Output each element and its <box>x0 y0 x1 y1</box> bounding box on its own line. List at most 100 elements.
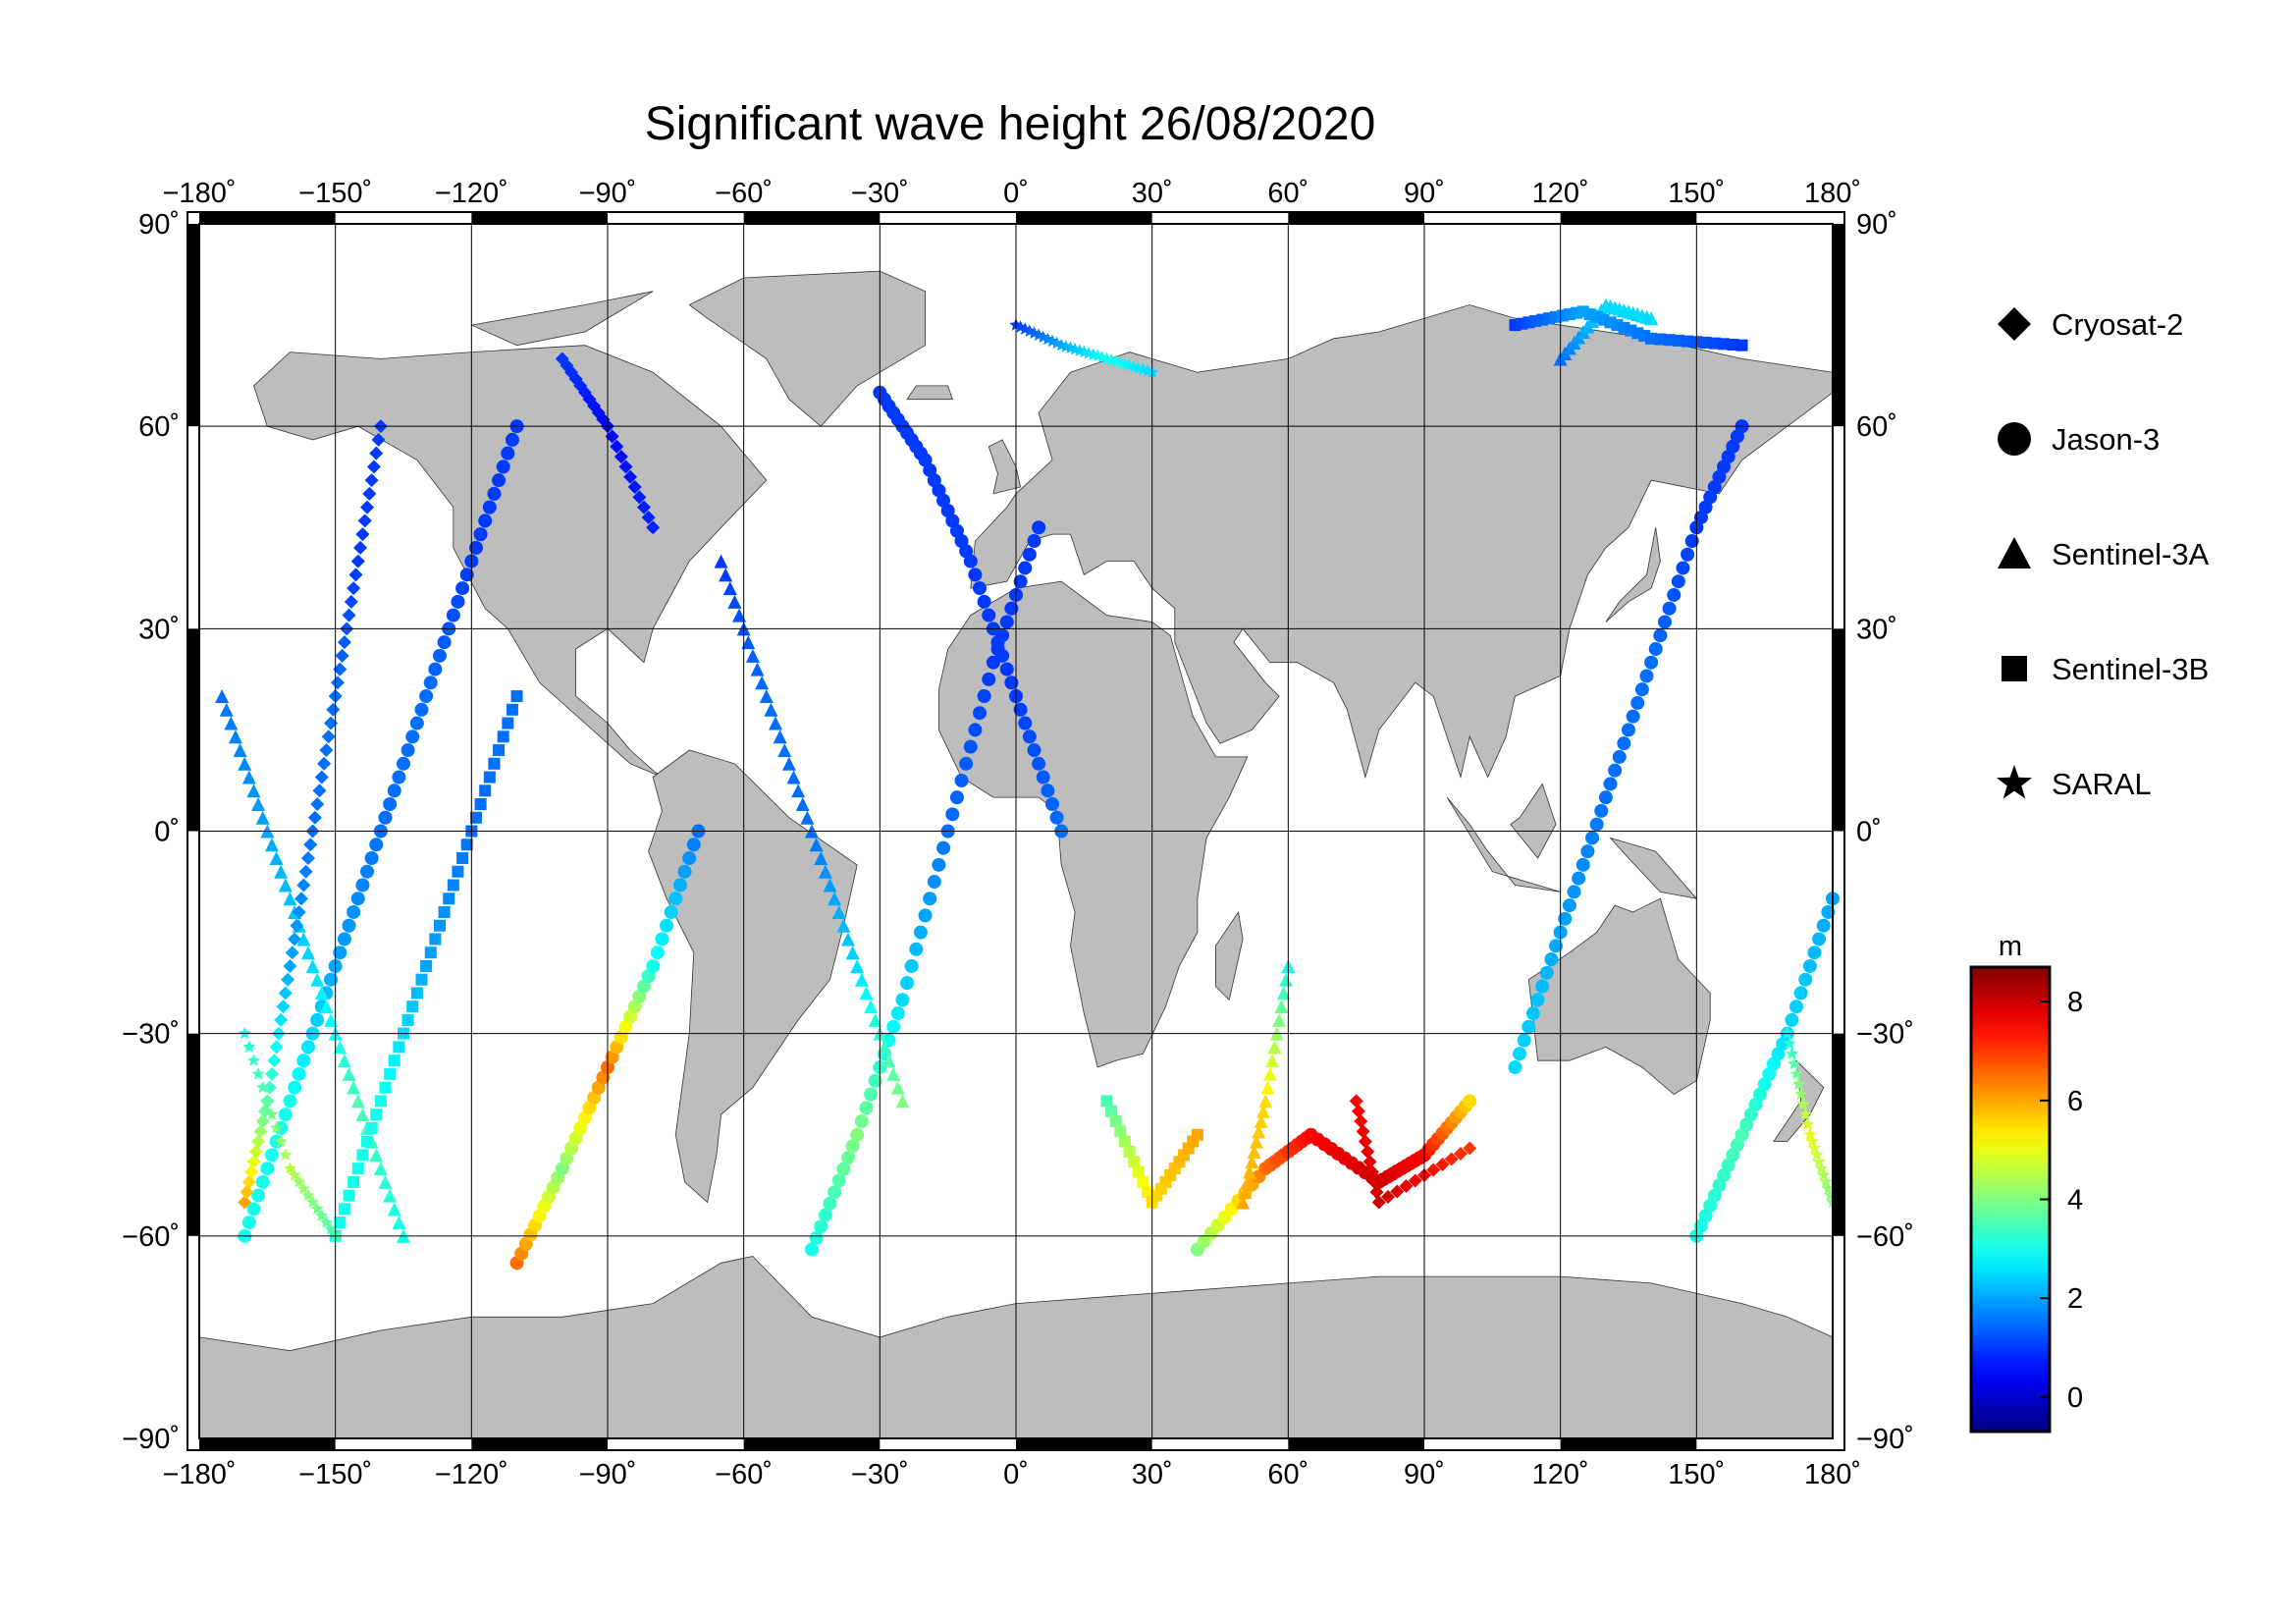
jason-3-point <box>1681 547 1695 562</box>
sentinel-3b-point <box>438 905 451 918</box>
sentinel-3a-point <box>350 1094 365 1109</box>
australia-land <box>1527 897 1711 1095</box>
jason-3-point <box>1644 655 1659 670</box>
sentinel-3b-point <box>456 851 469 864</box>
lon-tick-label-bottom: −30˚ <box>851 1459 909 1490</box>
lat-tick-label-right: −90˚ <box>1856 1424 1914 1455</box>
cryosat-2-point <box>1369 1185 1384 1200</box>
lat-tick-label-left: 0˚ <box>154 817 180 848</box>
jason-3-point <box>959 756 974 771</box>
jason-3-point <box>409 716 424 730</box>
sentinel-3b-point <box>1100 1095 1113 1108</box>
sentinel-3a-point <box>383 1188 398 1203</box>
sentinel-3b-point <box>1137 1175 1149 1188</box>
saral-point <box>242 1040 256 1054</box>
jason-3-point <box>973 706 988 721</box>
jason-3-point <box>1539 965 1554 980</box>
saral-point <box>301 1188 315 1202</box>
colorbar-tick-label: 2 <box>2067 1283 2083 1315</box>
jason-3-point <box>982 608 996 622</box>
sentinel-3b-point <box>370 1109 383 1121</box>
jason-3-point <box>1802 958 1817 973</box>
jason-3-point <box>1657 615 1672 629</box>
saral-point <box>269 1120 284 1134</box>
jason-3-point <box>482 500 497 514</box>
jason-3-point <box>886 1019 901 1034</box>
cryosat-2-point <box>264 1066 279 1081</box>
legend-label: Sentinel-3B <box>2052 652 2209 686</box>
jason-3-point <box>1027 743 1041 758</box>
jason-3-point <box>686 838 701 852</box>
sentinel-3a-point <box>845 946 860 960</box>
jason-3-point <box>423 676 438 690</box>
frame-bar-top <box>199 212 336 224</box>
sentinel-3a-point <box>795 797 810 812</box>
sentinel-3b-point <box>1132 1165 1145 1178</box>
jason-3-point <box>1036 770 1050 784</box>
cryosat-2-point <box>246 1155 261 1169</box>
sentinel-3a-point <box>233 743 247 758</box>
sentinel-3b-point <box>351 1163 364 1175</box>
jason-3-point <box>1575 857 1590 872</box>
sentinel-3b-point <box>479 784 492 797</box>
jason-3-point <box>1032 520 1046 535</box>
greenland-land <box>688 270 926 427</box>
sentinel-3a-point <box>296 932 311 947</box>
sentinel-3a-point <box>828 892 842 906</box>
jason-3-point <box>1049 810 1064 825</box>
sentinel-3a-legend-symbol <box>1998 537 2031 568</box>
jason-3-point <box>1530 993 1545 1007</box>
cryosat-2-point <box>623 469 638 484</box>
cryosat-2-point <box>278 986 293 1001</box>
sentinel-3a-point <box>877 1040 891 1055</box>
sentinel-3a-point <box>773 730 787 744</box>
jason-3-point <box>968 723 983 737</box>
cryosat-2-point <box>1426 1163 1441 1177</box>
sentinel-3b-point <box>474 798 487 811</box>
jason-3-point <box>501 446 515 460</box>
jason-3-point <box>660 918 674 933</box>
lat-tick-label-left: 60˚ <box>138 411 180 443</box>
cryosat-2-point <box>1463 1141 1477 1156</box>
sentinel-3b-point <box>429 933 442 946</box>
sentinel-3a-point <box>759 689 774 704</box>
cryosat-2-point <box>335 648 349 663</box>
axis-tick-labels: −180˚ −180˚ −150˚ −150˚ −120˚ −120˚ −90˚ −90˚ −6… <box>122 178 1914 1490</box>
jason-3-point <box>387 784 401 798</box>
jason-3-point <box>292 1066 306 1081</box>
jason-3-point <box>1508 1060 1522 1075</box>
jason-3-point <box>505 432 519 447</box>
sentinel-3a-point <box>314 986 329 1001</box>
jason-3-point <box>968 568 983 582</box>
jason-3-point <box>260 1162 275 1176</box>
lon-tick-label-top: −120˚ <box>435 178 508 209</box>
sentinel-3a-point <box>251 797 266 812</box>
cryosat-2-point <box>241 1174 256 1189</box>
jason-3-point <box>646 958 661 973</box>
sentinel-3a-point <box>854 972 869 987</box>
sentinel-3a-point <box>831 904 846 919</box>
sentinel-3a-point <box>319 1000 334 1014</box>
saral-point <box>305 1195 320 1209</box>
jason-3-point <box>850 1127 865 1142</box>
saral-point <box>1032 328 1045 342</box>
jason-3-point <box>1032 756 1046 771</box>
cryosat-2-point <box>267 1054 282 1068</box>
jason-3-point <box>1513 1047 1527 1061</box>
north-america-land <box>253 345 768 778</box>
jason-3-point <box>251 1188 266 1203</box>
frame-bar-left <box>187 224 199 427</box>
jason-3-point <box>278 1108 293 1122</box>
lon-tick-label-top: −60˚ <box>715 178 773 209</box>
jason-3-point <box>300 1040 315 1055</box>
cryosat-2-point <box>288 932 302 947</box>
cryosat-2-point <box>347 581 361 596</box>
altimetry-tracks <box>215 298 1840 1271</box>
lon-tick-label-top: 0˚ <box>1003 178 1029 209</box>
jason-3-point <box>310 1012 325 1027</box>
sentinel-3b-point <box>506 703 518 716</box>
sentinel-3b-point <box>488 757 501 770</box>
jason-3-point <box>954 773 969 787</box>
cryosat-2-point <box>321 730 336 744</box>
